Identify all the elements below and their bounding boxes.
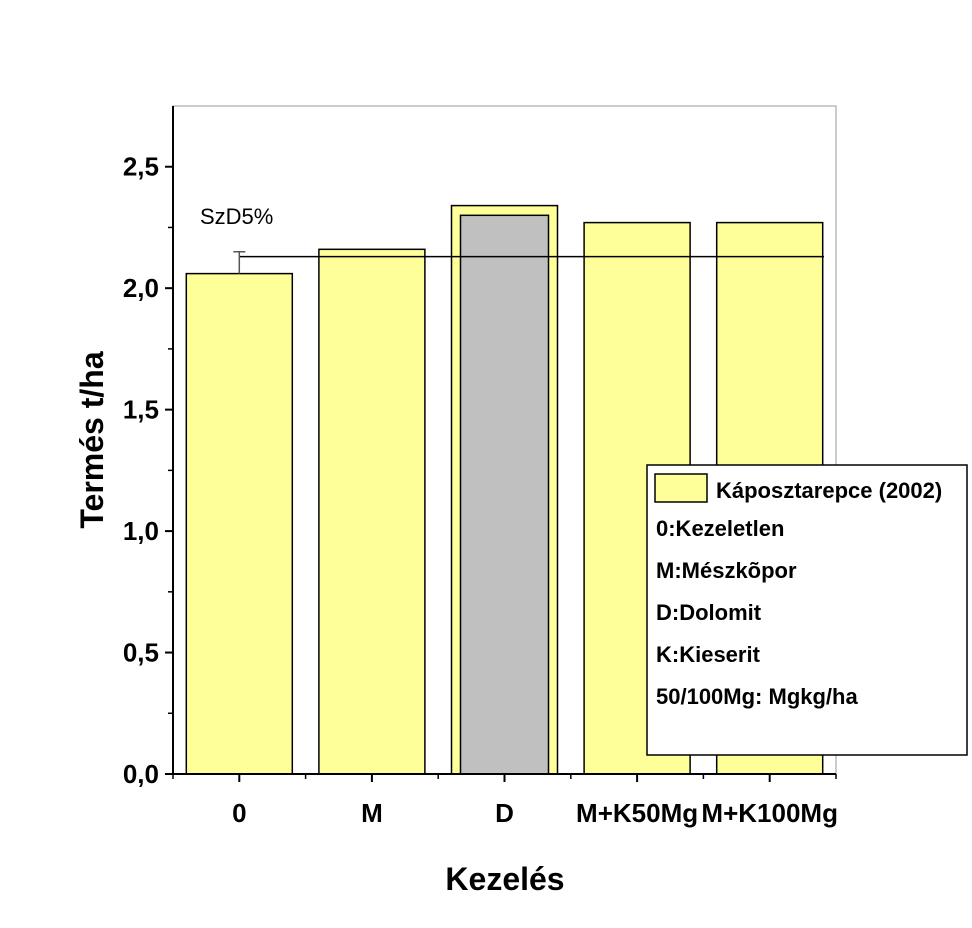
legend-note-4: 50/100Mg: Mgkg/ha [656,684,858,709]
legend-note-1: M:Mészkõpor [656,558,797,583]
legend-note-3: K:Kieserit [656,642,761,667]
y-tick-label: 2,0 [123,273,159,303]
y-tick-label: 0,0 [123,759,159,789]
bar-0 [185,272,294,775]
legend: Káposztarepce (2002) 0:Kezeletlen M:Mész… [646,464,968,756]
x-tick-label: D [495,798,514,828]
szd-label: SzD5% [200,204,273,229]
y-ticks: 0,0 0,5 1,0 1,5 2,0 2,5 [123,152,173,789]
legend-box [646,464,968,756]
overlay-bars [459,214,550,775]
y-axis-title: Termés t/ha [74,351,110,528]
legend-swatch [654,473,708,503]
x-tick-label: M+K100Mg [701,798,838,828]
legend-note-0: 0:Kezeletlen [656,516,784,541]
x-ticks: 0 M D M+K50Mg M+K100Mg [172,774,838,828]
reference [233,250,824,274]
x-tick-label: M [361,798,383,828]
bar-M [318,248,426,775]
x-axis-title: Kezelés [445,861,564,897]
x-tick-label: 0 [232,798,246,828]
legend-note-2: D:Dolomit [656,600,762,625]
y-tick-label: 2,5 [123,152,159,182]
y-tick-label: 1,0 [123,516,159,546]
x-tick-label: M+K50Mg [576,798,698,828]
overlay-bar-D [459,214,550,775]
legend-series-label: Káposztarepce (2002) [716,478,942,503]
y-tick-label: 0,5 [123,638,159,668]
y-tick-label: 1,5 [123,395,159,425]
